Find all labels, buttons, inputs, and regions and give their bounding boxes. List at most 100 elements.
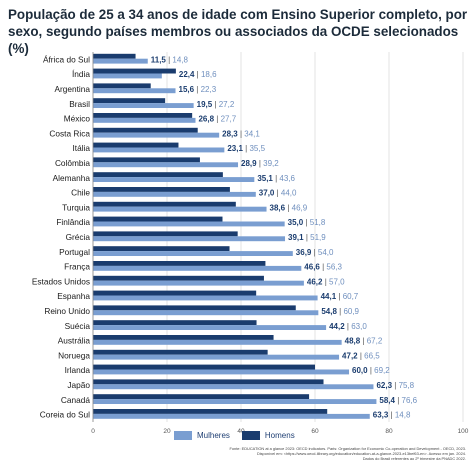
category-label: Finlândia: [56, 217, 90, 227]
data-label-mulheres: 75,8: [399, 381, 415, 390]
bar-mulheres: [93, 384, 374, 390]
bar-mulheres: [93, 88, 176, 94]
bar-mulheres: [93, 117, 196, 123]
data-label: 46,2 | 57,0: [307, 277, 345, 286]
data-label: 60,0 | 69,2: [352, 366, 390, 375]
category-label: Japão: [67, 380, 90, 390]
data-label: 44,2 | 63,0: [329, 322, 367, 331]
x-tick-label: 40: [237, 428, 245, 435]
data-label-homens: 23,1: [227, 144, 243, 153]
bar-homens: [93, 275, 264, 281]
bar-mulheres: [93, 147, 225, 153]
bar-homens: [93, 98, 166, 104]
data-label-homens: 38,6: [270, 203, 286, 212]
data-label-separator: |: [273, 174, 280, 183]
data-label: 38,6 | 46,9: [270, 203, 308, 212]
data-label-mulheres: 34,1: [244, 129, 260, 138]
bar-homens: [93, 157, 200, 163]
data-label-homens: 19,5: [197, 100, 213, 109]
bar-homens: [93, 364, 315, 370]
data-label: 23,1 | 35,5: [227, 144, 265, 153]
data-label: 62,3 | 75,8: [376, 381, 414, 390]
category-label: Suécia: [65, 321, 91, 331]
bar-mulheres: [93, 162, 239, 168]
data-label: 35,1 | 43,6: [257, 174, 295, 183]
data-label: 39,1 | 51,9: [288, 233, 326, 242]
category-label: Colômbia: [55, 158, 90, 168]
legend-item-mulheres: Mulheres: [174, 431, 230, 440]
bar-homens: [93, 83, 151, 89]
data-label: 15,6 | 22,3: [179, 85, 217, 94]
category-label: Estados Unidos: [32, 276, 90, 286]
bar-homens: [93, 127, 198, 133]
bar-mulheres: [93, 310, 319, 316]
data-label: 19,5 | 27,2: [197, 100, 235, 109]
bar-mulheres: [93, 73, 162, 79]
x-tick-label: 0: [91, 428, 95, 435]
data-label-separator: |: [166, 55, 173, 64]
category-label: Grécia: [66, 232, 91, 242]
data-label-separator: |: [238, 129, 245, 138]
data-label-homens: 58,4: [379, 396, 395, 405]
bar-homens: [93, 290, 257, 296]
bar-homens: [93, 335, 274, 340]
category-label: Noruega: [58, 350, 90, 360]
data-label: 37,0 | 44,0: [259, 189, 297, 198]
data-label-separator: |: [194, 70, 201, 79]
data-label-mulheres: 54,0: [318, 248, 334, 257]
category-label: Brasil: [69, 99, 90, 109]
bar-homens: [93, 231, 238, 237]
category-label: França: [64, 262, 90, 272]
data-label-mulheres: 44,0: [281, 189, 297, 198]
data-label: 28,9 | 39,2: [241, 159, 279, 168]
bar-mulheres: [93, 369, 350, 375]
x-tick-label: 60: [311, 428, 319, 435]
data-label-separator: |: [303, 218, 310, 227]
data-label: 35,0 | 51,8: [288, 218, 326, 227]
data-label-separator: |: [360, 337, 367, 346]
data-label-mulheres: 67,2: [367, 337, 383, 346]
data-label-mulheres: 66,5: [364, 351, 380, 360]
category-label: Irlanda: [65, 365, 91, 375]
source-line-1: Fonte: EDUCATION at a glance 2023: OECD …: [229, 446, 467, 451]
data-label-mulheres: 27,7: [221, 115, 237, 124]
data-label-mulheres: 27,2: [219, 100, 235, 109]
data-label-mulheres: 76,6: [402, 396, 418, 405]
legend: Mulheres Homens: [174, 431, 295, 440]
data-label-homens: 63,3: [373, 411, 389, 420]
category-label: Portugal: [59, 247, 90, 257]
data-label-mulheres: 35,5: [249, 144, 265, 153]
data-label: 58,4 | 76,6: [379, 396, 417, 405]
data-label-separator: |: [194, 85, 201, 94]
bar-mulheres: [93, 325, 327, 330]
data-label-homens: 37,0: [259, 189, 275, 198]
data-label: 22,4 | 18,6: [179, 70, 217, 79]
bar-homens: [93, 320, 257, 326]
category-label: África do Sul: [43, 54, 90, 64]
bar-mulheres: [93, 177, 255, 182]
data-label-separator: |: [388, 411, 395, 420]
data-label-separator: |: [304, 233, 311, 242]
data-label-mulheres: 22,3: [201, 85, 217, 94]
bar-homens: [93, 53, 136, 59]
data-label-homens: 48,8: [345, 337, 361, 346]
bar-mulheres: [93, 132, 220, 138]
data-label: 47,2 | 66,5: [342, 351, 380, 360]
category-label: Austrália: [58, 336, 91, 346]
bar-homens: [93, 201, 236, 207]
data-label-homens: 47,2: [342, 351, 358, 360]
data-label: 48,8 | 67,2: [345, 337, 383, 346]
data-label-separator: |: [212, 100, 219, 109]
data-label-separator: |: [368, 366, 375, 375]
bar-mulheres: [93, 191, 256, 197]
data-label-homens: 44,1: [321, 292, 337, 301]
category-label: Canadá: [61, 395, 90, 405]
data-label-separator: |: [336, 292, 343, 301]
legend-label-mulheres: Mulheres: [197, 431, 230, 440]
bar-homens: [93, 68, 176, 74]
data-label-homens: 46,6: [304, 263, 320, 272]
category-label: Coreia do Sul: [40, 410, 90, 420]
data-label: 54,8 | 60,9: [321, 307, 359, 316]
data-label-mulheres: 18,6: [201, 70, 217, 79]
